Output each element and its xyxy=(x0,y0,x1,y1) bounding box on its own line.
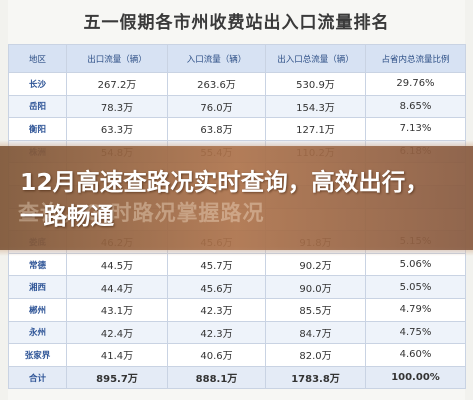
cell-exit-flow: 63.3万 xyxy=(66,117,168,141)
total-entry-flow: 888.1万 xyxy=(167,365,266,390)
header-exit-flow: 出口流量（辆） xyxy=(66,44,168,73)
cell-total-flow: 85.5万 xyxy=(265,297,366,322)
total-share: 100.00% xyxy=(365,365,466,390)
table-header-row: 地区 出口流量（辆） 入口流量（辆） 出入口总流量（辆） 占省内总流量比例 xyxy=(8,44,466,73)
cell-region: 郴州 xyxy=(8,297,67,322)
banner-ghost-text: 查询，G 时路况掌握路况 xyxy=(18,201,265,225)
table-row: 永州 42.4万 42.3万 84.7万 4.75% xyxy=(8,320,466,345)
headline-banner xyxy=(0,146,473,250)
table-row: 湘西 44.4万 45.6万 90.0万 5.05% xyxy=(8,275,466,299)
cell-total-flow: 530.9万 xyxy=(265,72,366,96)
cell-exit-flow: 267.2万 xyxy=(66,72,168,96)
cell-entry-flow: 45.7万 xyxy=(167,252,266,277)
table-row: 长沙 267.2万 263.6万 530.9万 29.76% xyxy=(8,72,466,96)
cell-region: 张家界 xyxy=(8,343,67,367)
table-total-row: 合计 895.7万 888.1万 1783.8万 100.00% xyxy=(8,365,466,390)
header-share: 占省内总流量比例 xyxy=(365,44,466,73)
headline-text: 12月高速查路况实时查询，高效出行，一路畅通 xyxy=(20,168,429,230)
cell-total-flow: 90.2万 xyxy=(265,252,366,277)
cell-total-flow: 90.0万 xyxy=(265,275,366,299)
table-title: 五一假期各市州收费站出入口流量排名 xyxy=(83,13,390,33)
cell-entry-flow: 263.6万 xyxy=(167,72,266,96)
cell-exit-flow: 42.4万 xyxy=(66,320,168,345)
cell-share: 5.06% xyxy=(365,252,466,277)
header-region: 地区 xyxy=(8,44,67,73)
cell-exit-flow: 44.4万 xyxy=(66,275,168,299)
cell-region: 长沙 xyxy=(8,72,67,96)
cell-region: 湘西 xyxy=(8,275,67,299)
cell-entry-flow: 76.0万 xyxy=(167,94,266,119)
cell-exit-flow: 41.4万 xyxy=(66,343,168,367)
table-row: 张家界 41.4万 40.6万 82.0万 4.60% xyxy=(8,343,466,367)
cell-total-flow: 84.7万 xyxy=(265,320,366,345)
cell-share: 5.05% xyxy=(365,275,466,299)
cell-entry-flow: 42.3万 xyxy=(167,297,266,322)
cell-exit-flow: 78.3万 xyxy=(66,94,168,119)
cell-region: 衡阳 xyxy=(8,117,67,141)
cell-total-flow: 154.3万 xyxy=(265,94,366,119)
total-region: 合计 xyxy=(8,365,67,390)
cell-entry-flow: 40.6万 xyxy=(167,343,266,367)
total-exit-flow: 895.7万 xyxy=(66,365,168,390)
cell-total-flow: 127.1万 xyxy=(265,117,366,141)
cell-region: 永州 xyxy=(8,320,67,345)
cell-entry-flow: 42.3万 xyxy=(167,320,266,345)
table-row: 衡阳 63.3万 63.8万 127.1万 7.13% xyxy=(8,117,466,141)
cell-exit-flow: 43.1万 xyxy=(66,297,168,322)
table-row: 常德 44.5万 45.7万 90.2万 5.06% xyxy=(8,252,466,277)
cell-entry-flow: 45.6万 xyxy=(167,275,266,299)
cell-region: 常德 xyxy=(8,252,67,277)
cell-share: 7.13% xyxy=(365,117,466,141)
total-total-flow: 1783.8万 xyxy=(265,365,366,390)
cell-share: 4.79% xyxy=(365,297,466,322)
header-total-flow: 出入口总流量（辆） xyxy=(265,44,366,73)
table-row: 郴州 43.1万 42.3万 85.5万 4.79% xyxy=(8,297,466,322)
cell-share: 8.65% xyxy=(365,94,466,119)
cell-region: 岳阳 xyxy=(8,94,67,119)
cell-total-flow: 82.0万 xyxy=(265,343,366,367)
cell-exit-flow: 44.5万 xyxy=(66,252,168,277)
table-row: 岳阳 78.3万 76.0万 154.3万 8.65% xyxy=(8,94,466,119)
cell-share: 4.60% xyxy=(365,343,466,367)
cell-share: 29.76% xyxy=(365,72,466,96)
header-entry-flow: 入口流量（辆） xyxy=(167,44,266,73)
cell-share: 4.75% xyxy=(365,320,466,345)
cell-entry-flow: 63.8万 xyxy=(167,117,266,141)
